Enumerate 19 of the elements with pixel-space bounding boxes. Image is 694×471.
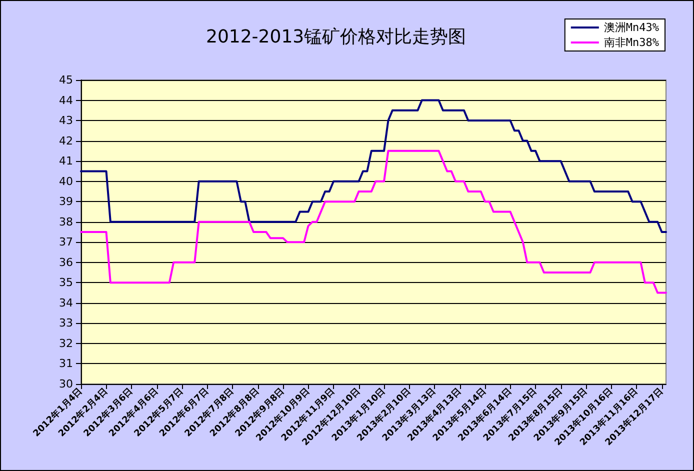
y-tick-label: 34 bbox=[59, 296, 73, 310]
y-tick-label: 36 bbox=[59, 256, 73, 269]
chart-title: 2012-2013锰矿价格对比走势图 bbox=[206, 26, 466, 48]
y-tick-label: 41 bbox=[59, 154, 73, 168]
y-tick-label: 40 bbox=[59, 174, 73, 188]
y-tick-label: 45 bbox=[59, 74, 73, 86]
y-tick-label: 30 bbox=[59, 378, 73, 390]
y-tick-label: 44 bbox=[59, 94, 73, 107]
y-tick-label: 39 bbox=[59, 195, 73, 208]
y-tick-label: 42 bbox=[59, 134, 73, 148]
y-tick-label: 37 bbox=[59, 236, 73, 249]
y-tick-label: 43 bbox=[59, 114, 73, 128]
y-tick-label: 33 bbox=[59, 316, 73, 330]
y-tick-label: 38 bbox=[59, 215, 73, 228]
legend-label: 南非Mn38% bbox=[604, 36, 660, 49]
y-tick-label: 35 bbox=[59, 276, 73, 290]
y-tick-label: 31 bbox=[59, 357, 73, 370]
legend-label: 澳洲Mn43% bbox=[604, 21, 660, 34]
y-tick-label: 32 bbox=[59, 336, 73, 350]
